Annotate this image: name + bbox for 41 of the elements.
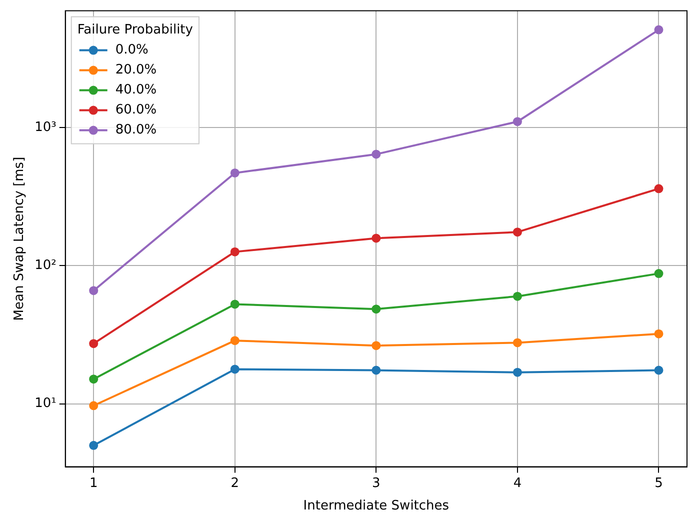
point xyxy=(230,336,240,346)
point xyxy=(230,364,240,374)
point xyxy=(654,366,664,375)
point xyxy=(89,339,98,348)
point xyxy=(230,168,240,178)
x-tick-label: 1 xyxy=(89,476,98,491)
point xyxy=(89,374,98,384)
point xyxy=(654,269,664,278)
point xyxy=(372,304,381,314)
point xyxy=(372,150,381,159)
legend-label: 20.0% xyxy=(115,62,157,78)
y-axis-title: Mean Swap Latency [ms] xyxy=(12,156,28,321)
legend-label: 80.0% xyxy=(115,122,157,138)
point xyxy=(512,338,522,348)
point xyxy=(372,341,381,350)
x-tick-label: 2 xyxy=(230,476,240,491)
point xyxy=(512,228,522,237)
y-tick-label: 10² xyxy=(34,258,56,274)
legend-title: Failure Probability xyxy=(77,22,194,38)
point xyxy=(512,292,522,301)
x-tick-label: 4 xyxy=(513,476,522,491)
point xyxy=(230,300,240,309)
legend-label: 60.0% xyxy=(115,102,157,118)
point xyxy=(372,366,381,375)
y-tick-label: 10¹ xyxy=(34,396,56,412)
x-axis-title: Intermediate Switches xyxy=(303,498,450,514)
point xyxy=(89,401,98,410)
legend-label: 40.0% xyxy=(115,82,157,98)
point xyxy=(512,117,522,126)
point xyxy=(654,25,664,34)
point xyxy=(654,329,664,338)
x-tick-label: 5 xyxy=(654,476,663,491)
point xyxy=(654,184,664,194)
point xyxy=(372,234,381,243)
x-tick-label: 3 xyxy=(372,476,380,491)
point xyxy=(89,440,98,450)
point xyxy=(89,286,98,296)
legend-label: 0.0% xyxy=(115,42,148,58)
point xyxy=(512,368,522,377)
point xyxy=(230,247,240,256)
y-tick-label: 10³ xyxy=(34,120,56,135)
